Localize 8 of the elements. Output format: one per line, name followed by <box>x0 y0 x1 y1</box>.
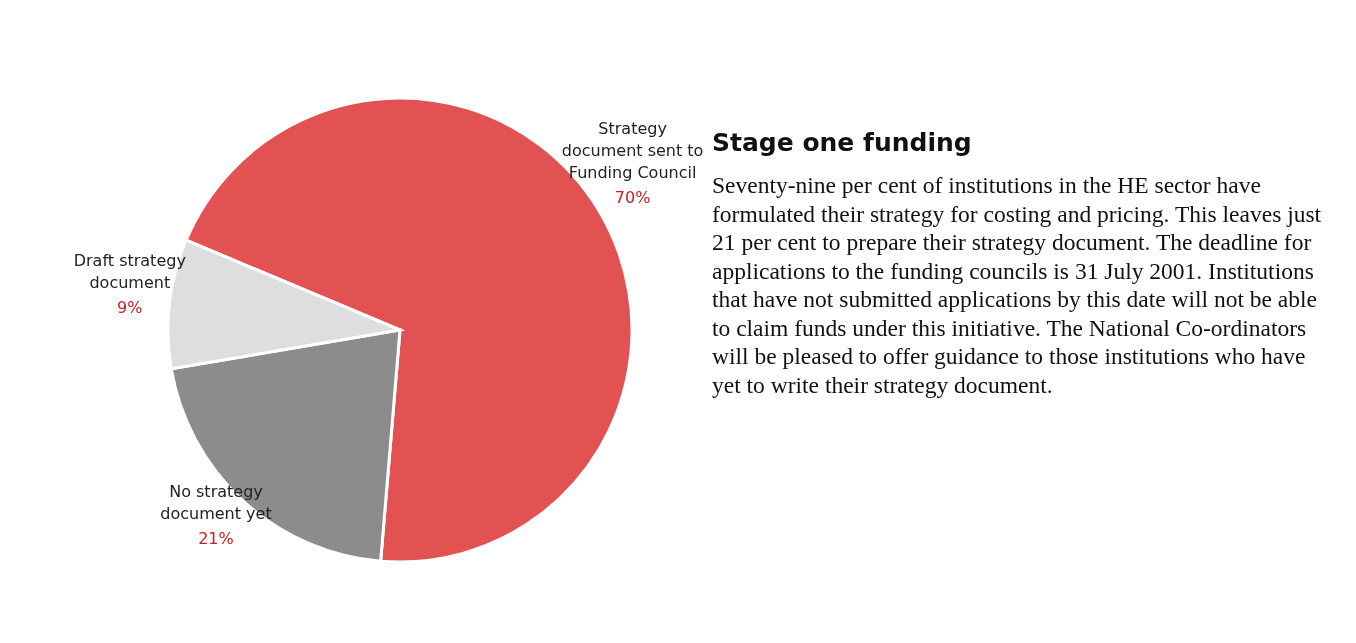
text: Seventy-nine per cent of institutions in the HE sector have formulated their strategy for costing and pricing. This leaves just 21 per cent to prepare their strategy document. The deadline for applications to the funding councils is 31 July 2001. Institutions that have not submitted applications by this date will not be able to claim funds under this initiative. The National Co-ordinators will be pleased to offer guidance to those institutions who have yet to write their strategy document. <box>712 171 1323 399</box>
slice-label: Draft strategy document <box>73 250 186 292</box>
data-label: 70% <box>614 188 651 208</box>
slice-label: No strategy document yet <box>160 482 272 524</box>
data-label: 9% <box>117 297 143 317</box>
slice-label: Strategy document sent to Funding Council <box>561 119 704 183</box>
text: Stage one funding <box>712 128 973 157</box>
data-label: 21% <box>198 529 234 549</box>
